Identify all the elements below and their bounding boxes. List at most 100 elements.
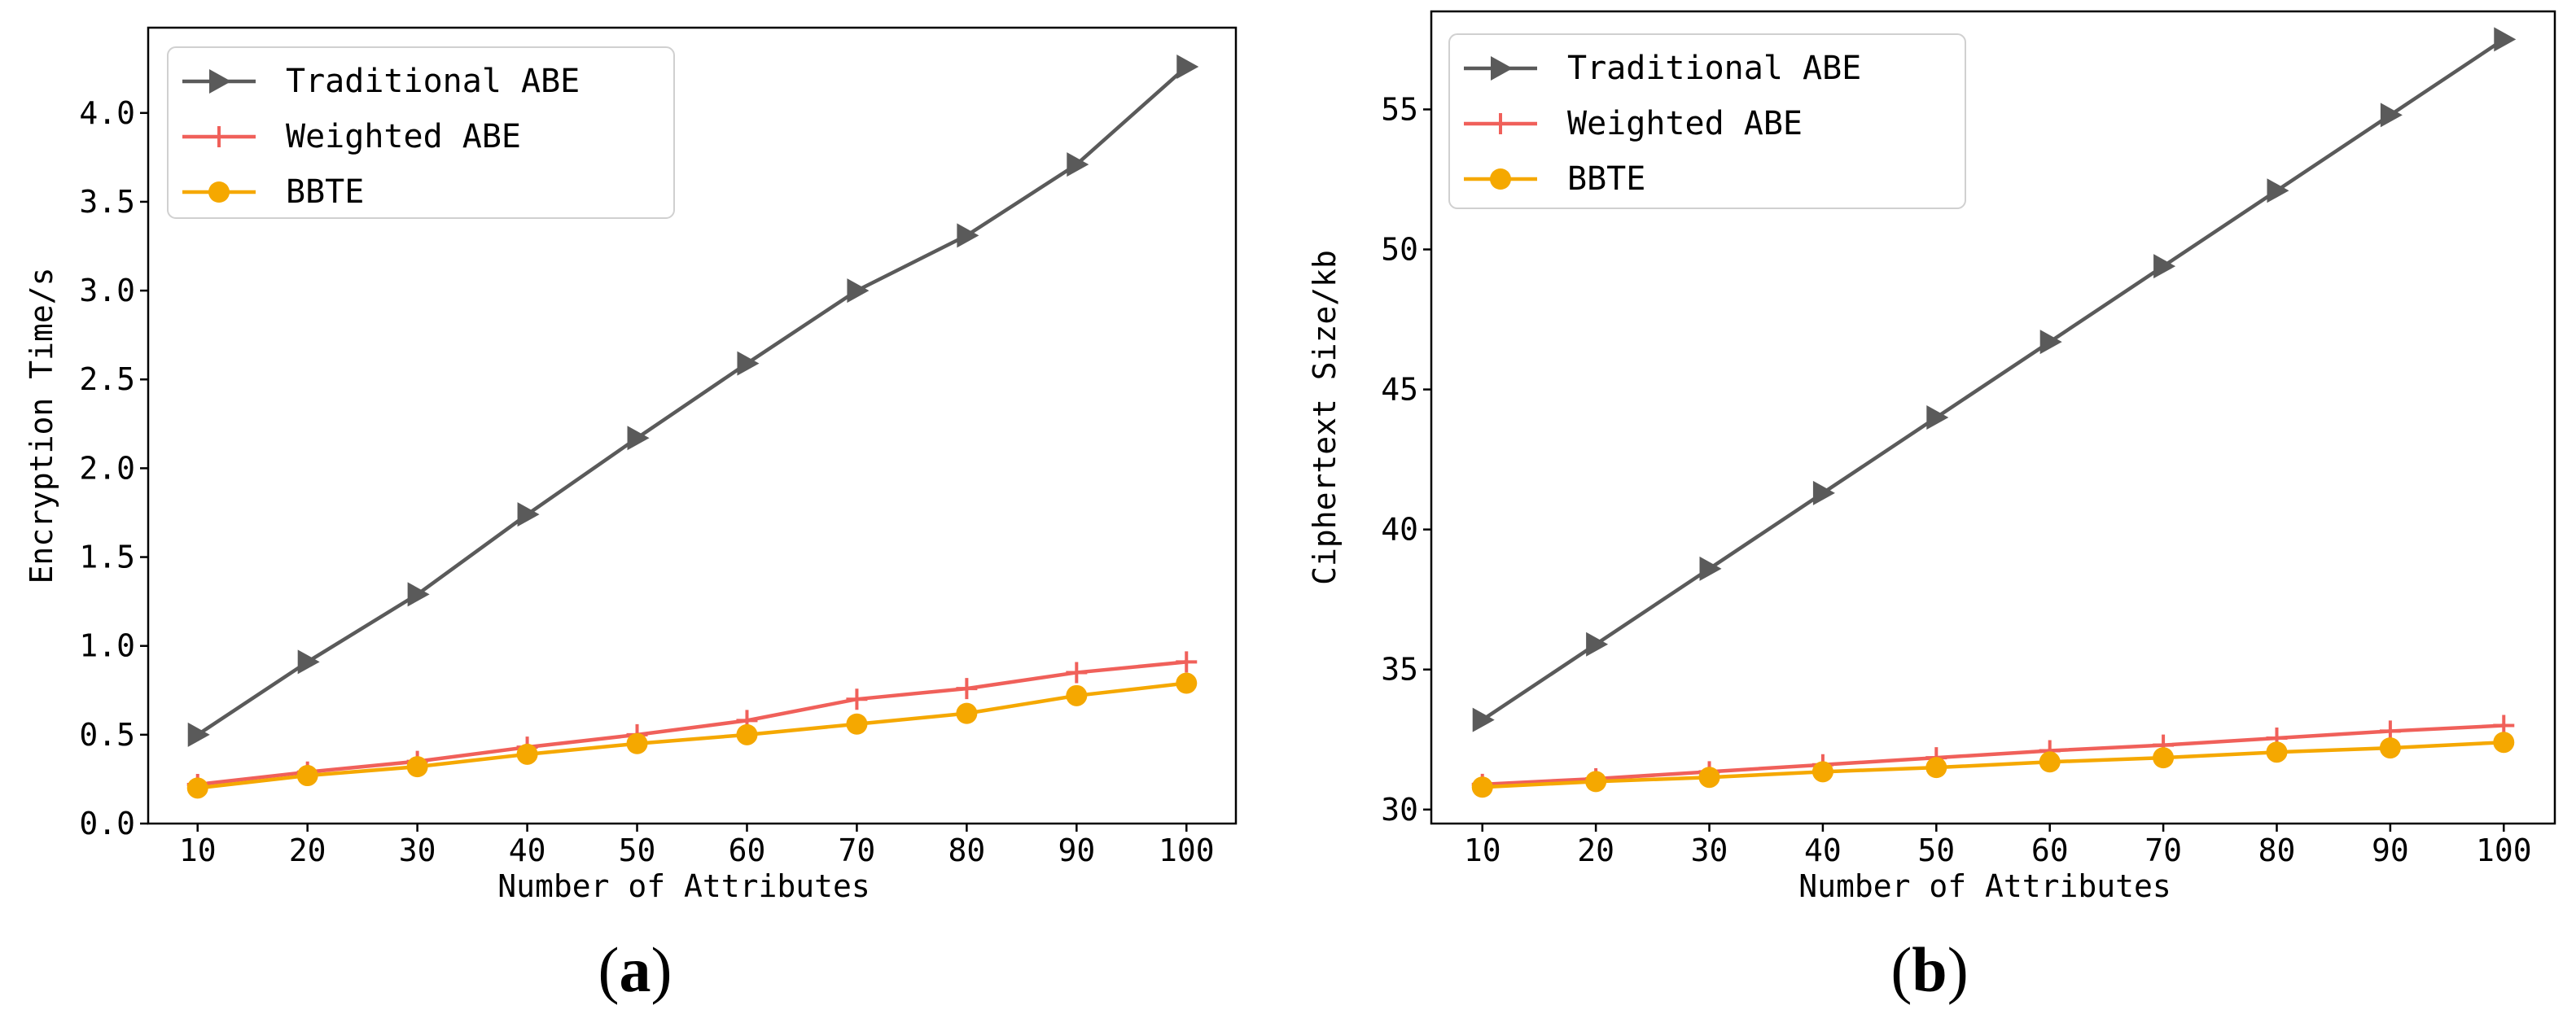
y-tick-label: 4.0	[79, 95, 135, 131]
x-tick-label: 40	[1804, 833, 1842, 868]
legend-item: Weighted ABE	[182, 118, 521, 155]
y-tick-label: 35	[1381, 652, 1418, 688]
data-point	[1585, 771, 1607, 793]
data-point	[407, 582, 430, 607]
data-point	[1066, 662, 1088, 684]
legend-item: Traditional ABE	[182, 63, 580, 100]
data-point	[406, 756, 428, 778]
y-tick-label: 3.5	[79, 184, 135, 220]
series-line	[197, 660, 1187, 787]
legend-label: Traditional ABE	[286, 63, 580, 100]
legend-marker	[209, 69, 231, 94]
data-point	[956, 678, 978, 700]
x-axis-label: Number of Attributes	[1798, 868, 2171, 904]
x-tick-label: 90	[1058, 833, 1095, 868]
legend-label: Traditional ABE	[1567, 50, 1861, 87]
x-tick-label: 20	[1577, 833, 1614, 868]
series-line	[197, 681, 1187, 790]
chart-panel-b: 10 20 30 40 50 60 70 80 90 100 30 35 40 45 50 55 Number …	[1307, 10, 2556, 1005]
data-point	[516, 743, 538, 765]
x-tick-label: 80	[2258, 833, 2296, 868]
data-point	[846, 713, 868, 735]
legend-marker	[1490, 168, 1511, 190]
data-point	[1586, 631, 1609, 657]
y-tick-label: 1.5	[79, 540, 135, 575]
x-tick-label: 90	[2372, 833, 2409, 868]
y-tick-label: 2.5	[79, 361, 135, 397]
x-tick-label: 30	[1691, 833, 1728, 868]
series-bbte	[186, 672, 1198, 799]
data-point	[186, 777, 208, 799]
x-tick-label: 60	[729, 833, 766, 868]
legend-label: Weighted ABE	[1567, 105, 1803, 142]
data-point	[1698, 767, 1720, 789]
data-point	[1472, 707, 1495, 732]
data-point	[1471, 776, 1493, 798]
data-point	[1176, 651, 1198, 673]
data-point	[1067, 152, 1089, 177]
y-axis-label: Ciphertext Size/kb	[1307, 250, 1343, 585]
y-tick-label: 1.0	[79, 628, 135, 664]
x-tick-label: 10	[179, 833, 217, 868]
series-line	[196, 65, 1188, 736]
data-point	[2039, 330, 2062, 355]
data-point	[1812, 480, 1835, 505]
panel-caption: (a)	[598, 934, 672, 1005]
legend-box	[1448, 33, 1966, 209]
data-point	[517, 502, 540, 527]
data-point	[2493, 732, 2515, 754]
data-point	[2039, 751, 2061, 773]
series-bbte	[1471, 732, 2515, 798]
y-tick-label: 30	[1381, 792, 1418, 828]
data-point	[1925, 757, 1947, 779]
data-point	[1176, 55, 1199, 80]
data-point	[736, 723, 758, 745]
x-tick-label: 20	[289, 833, 326, 868]
data-point	[1812, 761, 1833, 783]
data-point	[1926, 405, 1949, 430]
data-point	[2379, 737, 2401, 759]
x-tick-label: 40	[509, 833, 546, 868]
legend: Traditional ABE Weighted ABE BBTE	[167, 46, 675, 219]
plot-frame	[1430, 10, 2556, 825]
data-point	[847, 278, 870, 304]
series-line	[1481, 37, 2505, 722]
legend-item: BBTE	[182, 173, 364, 211]
data-point	[957, 223, 979, 248]
x-tick-label: 100	[2476, 833, 2532, 868]
x-tick-label: 30	[399, 833, 436, 868]
x-tick-label: 50	[619, 833, 656, 868]
legend-label: Weighted ABE	[286, 118, 521, 155]
y-tick-label: 3.0	[79, 273, 135, 308]
data-point	[296, 765, 318, 787]
data-point	[2153, 747, 2175, 769]
data-point	[2494, 27, 2517, 52]
y-tick-label: 55	[1381, 91, 1418, 127]
data-point	[627, 426, 650, 451]
series-line	[1482, 740, 2504, 789]
chart-panel-a: 10 20 30 40 50 60 70 80 90 100 0.0 0.5 1.0 1.5 2.0 2.5 3…	[24, 26, 1238, 1005]
legend-box	[167, 46, 675, 219]
y-tick-label: 0.5	[79, 717, 135, 753]
x-tick-label: 70	[2144, 833, 2182, 868]
y-tick-label: 40	[1381, 512, 1418, 548]
legend-item: Weighted ABE	[1464, 105, 1803, 142]
x-tick-label: 60	[2031, 833, 2069, 868]
data-point	[187, 722, 210, 747]
data-point	[2153, 254, 2176, 279]
x-axis-label: Number of Attributes	[497, 868, 870, 904]
legend: Traditional ABE Weighted ABE BBTE	[1448, 33, 1966, 209]
series-traditional-abe	[187, 55, 1199, 747]
x-tick-label: 80	[948, 833, 985, 868]
data-point	[297, 649, 320, 675]
data-point	[626, 732, 648, 754]
data-point	[737, 351, 760, 376]
series-line	[1482, 723, 2504, 787]
data-point	[1699, 556, 1722, 581]
x-tick-label: 70	[839, 833, 876, 868]
y-tick-label: 2.0	[79, 450, 135, 486]
x-tick-label: 50	[1917, 833, 1955, 868]
legend-marker	[208, 181, 230, 203]
x-tick-label: 10	[1464, 833, 1501, 868]
